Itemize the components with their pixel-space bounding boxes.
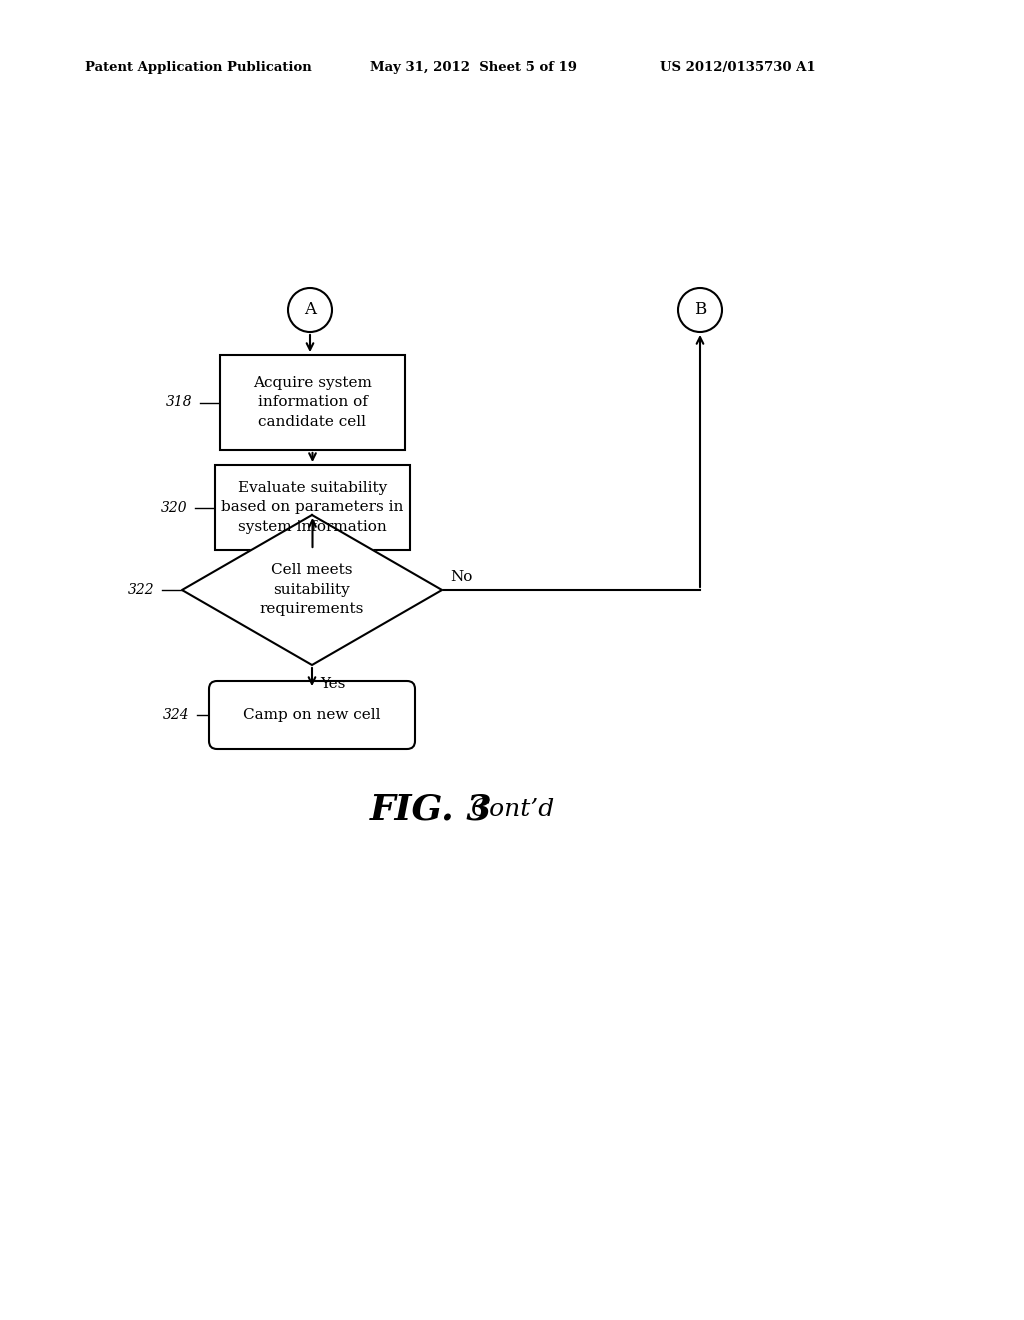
Text: 324: 324 xyxy=(163,708,189,722)
Text: B: B xyxy=(694,301,707,318)
Polygon shape xyxy=(182,515,442,665)
Text: FIG. 3: FIG. 3 xyxy=(370,793,493,828)
FancyBboxPatch shape xyxy=(209,681,415,748)
Text: 322: 322 xyxy=(127,583,154,597)
Text: Acquire system
information of
candidate cell: Acquire system information of candidate … xyxy=(253,376,372,429)
Text: Cell meets
suitability
requirements: Cell meets suitability requirements xyxy=(260,564,365,616)
Text: 318: 318 xyxy=(165,396,193,409)
FancyBboxPatch shape xyxy=(220,355,406,450)
Text: US 2012/0135730 A1: US 2012/0135730 A1 xyxy=(660,62,816,74)
Text: May 31, 2012  Sheet 5 of 19: May 31, 2012 Sheet 5 of 19 xyxy=(370,62,577,74)
Ellipse shape xyxy=(678,288,722,333)
Text: Patent Application Publication: Patent Application Publication xyxy=(85,62,311,74)
Text: Yes: Yes xyxy=(319,677,345,690)
Text: Camp on new cell: Camp on new cell xyxy=(244,708,381,722)
Text: Evaluate suitability
based on parameters in
system information: Evaluate suitability based on parameters… xyxy=(221,480,403,535)
Text: A: A xyxy=(304,301,316,318)
Text: No: No xyxy=(450,570,472,583)
Text: 320: 320 xyxy=(161,500,187,515)
FancyBboxPatch shape xyxy=(215,465,410,550)
Ellipse shape xyxy=(288,288,332,333)
Text: Cont’d: Cont’d xyxy=(470,799,554,821)
